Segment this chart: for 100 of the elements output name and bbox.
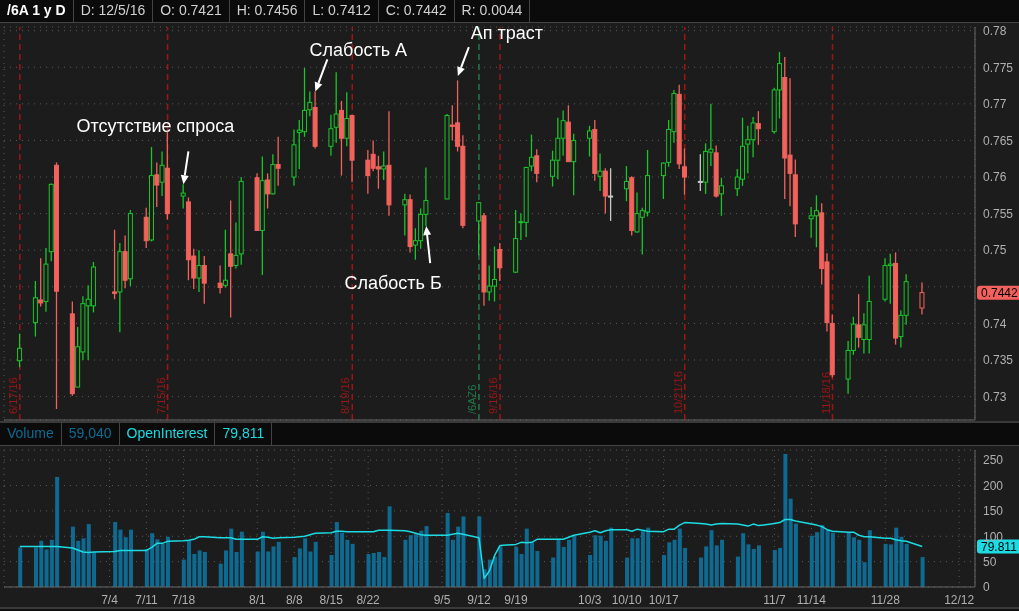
bar bbox=[113, 522, 118, 587]
bar bbox=[165, 536, 170, 587]
x-tick-label: 12/12 bbox=[944, 592, 975, 607]
candlestick bbox=[154, 161, 160, 208]
candlestick bbox=[856, 293, 862, 349]
bar bbox=[387, 506, 392, 587]
candlestick bbox=[233, 221, 239, 270]
y-tick-label: 0.775 bbox=[983, 60, 1014, 75]
candlestick bbox=[222, 229, 228, 289]
candlestick bbox=[681, 147, 687, 196]
x-tick-label: 9/12 bbox=[467, 592, 491, 607]
x-tick-label: 8/1 bbox=[248, 592, 266, 607]
text: O: 0.7421 bbox=[153, 0, 230, 22]
annotation: Ап траст bbox=[470, 22, 543, 43]
text: R: 0.0044 bbox=[454, 0, 531, 22]
candlestick bbox=[919, 281, 925, 316]
annotation: Слабость Б bbox=[344, 272, 442, 293]
bar bbox=[202, 551, 207, 587]
x-tick-label: 11/28 bbox=[870, 592, 901, 607]
ref-line-label: /6AZ6 bbox=[465, 384, 478, 414]
y-tick-label: 200 bbox=[983, 478, 1004, 493]
candlestick bbox=[528, 133, 534, 172]
y-tick-label: 250 bbox=[983, 453, 1004, 468]
bar bbox=[403, 539, 408, 587]
y-tick-label: 0.76 bbox=[983, 170, 1007, 185]
candlestick bbox=[534, 148, 540, 183]
y-tick-label: 150 bbox=[983, 504, 1004, 519]
candlestick bbox=[275, 136, 281, 187]
candlestick bbox=[38, 257, 44, 308]
chart-title: /6A 1 y D bbox=[0, 0, 74, 22]
candlestick bbox=[402, 193, 408, 237]
candlestick bbox=[623, 165, 629, 202]
bar bbox=[18, 547, 23, 587]
text: Volume bbox=[0, 423, 62, 445]
bar bbox=[276, 541, 281, 587]
ref-line-label: 10/21/16 bbox=[671, 371, 684, 414]
x-tick-label: 10/10 bbox=[611, 592, 643, 607]
bar bbox=[867, 530, 872, 587]
text: C: 0.7442 bbox=[378, 0, 455, 22]
x-tick-label: 11/14 bbox=[796, 592, 827, 607]
x-tick-label: 9/19 bbox=[504, 592, 528, 607]
candlestick bbox=[755, 110, 761, 146]
x-tick-label: 8/15 bbox=[319, 592, 344, 607]
candlestick bbox=[476, 201, 482, 256]
bar bbox=[920, 557, 925, 587]
candlestick bbox=[328, 114, 334, 157]
candlestick bbox=[381, 150, 387, 181]
candlestick bbox=[159, 150, 165, 197]
x-tick-label: 11/7 bbox=[763, 592, 787, 607]
x-tick-label: 7/18 bbox=[171, 592, 196, 607]
candlestick bbox=[265, 172, 271, 210]
candlestick bbox=[201, 255, 207, 305]
y-tick-label: 0.74 bbox=[983, 316, 1007, 331]
bar bbox=[350, 543, 355, 587]
candlestick bbox=[17, 332, 23, 368]
y-tick-label: 0.75 bbox=[983, 243, 1007, 258]
bar bbox=[313, 541, 318, 587]
candlestick bbox=[112, 229, 118, 300]
candlestick bbox=[608, 167, 614, 222]
ref-line-label: 6/17/16 bbox=[6, 377, 19, 414]
candlestick bbox=[497, 242, 503, 282]
candlestick bbox=[217, 264, 223, 295]
candlestick bbox=[571, 133, 577, 196]
candlestick bbox=[697, 153, 703, 192]
text: OpenInterest bbox=[119, 423, 216, 445]
candlestick bbox=[196, 249, 202, 293]
y-tick-label: 0.78 bbox=[983, 23, 1007, 38]
x-tick-label: 7/4 bbox=[101, 592, 119, 607]
x-tick-label: 10/3 bbox=[578, 592, 602, 607]
annotation: Отсутствие спроса bbox=[76, 116, 236, 137]
y-tick-label: 0.735 bbox=[983, 353, 1014, 368]
bar bbox=[424, 526, 429, 587]
candlestick bbox=[228, 199, 234, 319]
ref-line-label: 11/18/16 bbox=[819, 371, 832, 414]
x-tick-label: 8/8 bbox=[285, 592, 303, 607]
candlestick bbox=[587, 125, 592, 158]
candlestick bbox=[344, 91, 350, 147]
candlestick bbox=[597, 152, 603, 192]
text: 0.7442 bbox=[981, 285, 1019, 300]
y-tick-label: 0.73 bbox=[983, 389, 1007, 404]
bar bbox=[239, 531, 244, 587]
candlestick bbox=[307, 90, 313, 117]
candlestick bbox=[718, 177, 724, 217]
text: H: 0.7456 bbox=[229, 0, 306, 22]
text: D: 12/5/16 bbox=[73, 0, 154, 22]
candlestick bbox=[143, 207, 149, 249]
y-tick-label: 0 bbox=[983, 580, 990, 595]
line-series bbox=[19, 518, 923, 580]
y-tick-label: 50 bbox=[983, 554, 997, 569]
text: L: 0.7412 bbox=[305, 0, 379, 22]
y-tick-label: 0.755 bbox=[983, 206, 1014, 221]
bar bbox=[366, 554, 371, 587]
x-tick-label: 9/5 bbox=[433, 592, 451, 607]
bar bbox=[830, 532, 835, 587]
candlestick bbox=[333, 71, 339, 144]
text: 79,811 bbox=[215, 423, 273, 445]
x-tick-label: 7/11 bbox=[135, 592, 159, 607]
bar bbox=[477, 516, 482, 587]
text: 59,040 bbox=[61, 423, 120, 445]
ref-line-label: 9/16/16 bbox=[487, 377, 500, 414]
